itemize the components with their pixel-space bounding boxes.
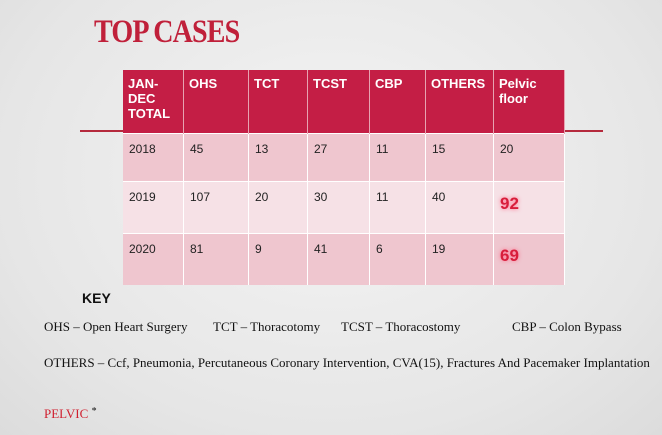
table-cell: 41 xyxy=(307,233,370,285)
table-cell: 13 xyxy=(248,133,308,182)
table-row: 2020 81 9 41 6 19 69 xyxy=(123,233,565,285)
header-cell: TCST xyxy=(307,70,370,134)
table-cell: 45 xyxy=(183,133,249,182)
table-cell: 27 xyxy=(307,133,370,182)
header-cell: TCT xyxy=(248,70,308,134)
table-cell: 107 xyxy=(183,181,249,234)
table-cell: 9 xyxy=(248,233,308,285)
table-cell: 20 xyxy=(248,181,308,234)
rule-right xyxy=(565,130,603,132)
table-cell: 69 xyxy=(493,233,565,285)
key-item: TCT – Thoracotomy xyxy=(213,319,321,334)
table-row: 2018 45 13 27 11 15 20 xyxy=(123,133,565,182)
table-row: 2019 107 20 30 11 40 92 xyxy=(123,181,565,234)
table-cell: 2019 xyxy=(123,181,184,234)
key-title: KEY xyxy=(82,290,111,306)
key-others: OTHERS – Ccf, Pneumonia, Percutaneous Co… xyxy=(44,355,650,370)
header-cell: Pelvic floor xyxy=(493,70,565,134)
key-pelvic: PELVIC * xyxy=(44,406,97,422)
key-item: CBP – Colon Bypass xyxy=(512,319,622,334)
table-cell: 2020 xyxy=(123,233,184,285)
header-cell: JAN- DEC TOTAL xyxy=(123,70,184,134)
table-cell: 30 xyxy=(307,181,370,234)
table-cell: 19 xyxy=(425,233,494,285)
title: TOP CASES xyxy=(94,14,240,50)
rule-left xyxy=(80,130,123,132)
key-item: OHS – Open Heart Surgery xyxy=(44,319,188,334)
pelvic-label: PELVIC xyxy=(44,406,89,421)
header-row: JAN- DEC TOTAL OHS TCT TCST CBP OTHERS Pelvic … xyxy=(123,70,565,134)
table-cell: 20 xyxy=(493,133,565,182)
key-item: TCST – Thoracostomy xyxy=(341,319,461,334)
table-cell: 81 xyxy=(183,233,249,285)
cases-table: JAN- DEC TOTAL OHS TCT TCST CBP OTHERS Pelvic … xyxy=(123,70,565,285)
table-cell: 40 xyxy=(425,181,494,234)
table-cell: 92 xyxy=(493,181,565,234)
table-cell: 15 xyxy=(425,133,494,182)
header-cell: CBP xyxy=(369,70,426,134)
table-cell: 11 xyxy=(369,133,426,182)
table-cell: 6 xyxy=(369,233,426,285)
table-cell: 2018 xyxy=(123,133,184,182)
header-cell: OHS xyxy=(183,70,249,134)
table-cell: 11 xyxy=(369,181,426,234)
pelvic-mark: * xyxy=(91,406,97,417)
header-cell: OTHERS xyxy=(425,70,494,134)
